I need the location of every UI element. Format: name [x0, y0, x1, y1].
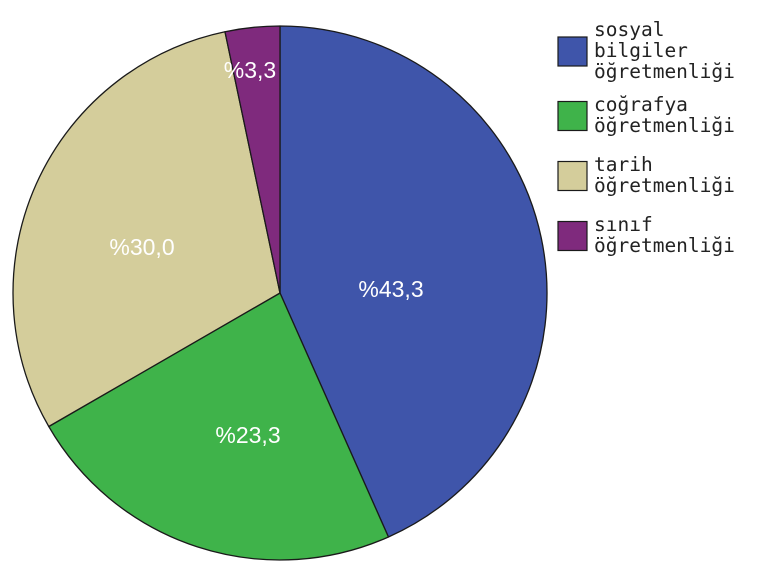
legend-label-0-line-1: bilgiler: [594, 39, 688, 62]
pie-slice-label-1: %23,3: [215, 422, 280, 448]
legend-label-2-line-1: öğretmenliği: [594, 174, 735, 197]
legend-label-1-line-0: coğrafya: [594, 93, 688, 116]
pie-slice-0: [279, 25, 548, 538]
legend-swatch-2: [557, 160, 588, 192]
pie-slices: [12, 25, 548, 561]
legend-swatch-3: [557, 220, 588, 252]
legend-label-0-line-2: öğretmenliği: [594, 60, 735, 83]
pie-slice-label-0: %43,3: [358, 276, 423, 302]
legend: sosyalbilgileröğretmenliğicoğrafyaöğretm…: [557, 18, 735, 257]
pie-slice-labels: %43,3 %23,3 %30,0 %3,3: [109, 57, 423, 448]
legend-label-2-line-0: tarih: [594, 153, 653, 176]
pie-slice-label-3: %3,3: [224, 57, 276, 83]
legend-label-0-line-0: sosyal: [594, 18, 664, 41]
legend-label-1-line-1: öğretmenliği: [594, 114, 735, 137]
pie-slice-3: [224, 25, 281, 294]
legend-swatch-0: [557, 36, 588, 67]
pie-slice-1: [48, 292, 390, 561]
pie-slice-label-2: %30,0: [109, 234, 174, 260]
legend-label-3-line-1: öğretmenliği: [594, 234, 735, 257]
legend-swatch-1: [557, 100, 588, 132]
legend-label-3-line-0: sınıf: [594, 213, 653, 236]
pie-slice-2: [12, 31, 281, 428]
